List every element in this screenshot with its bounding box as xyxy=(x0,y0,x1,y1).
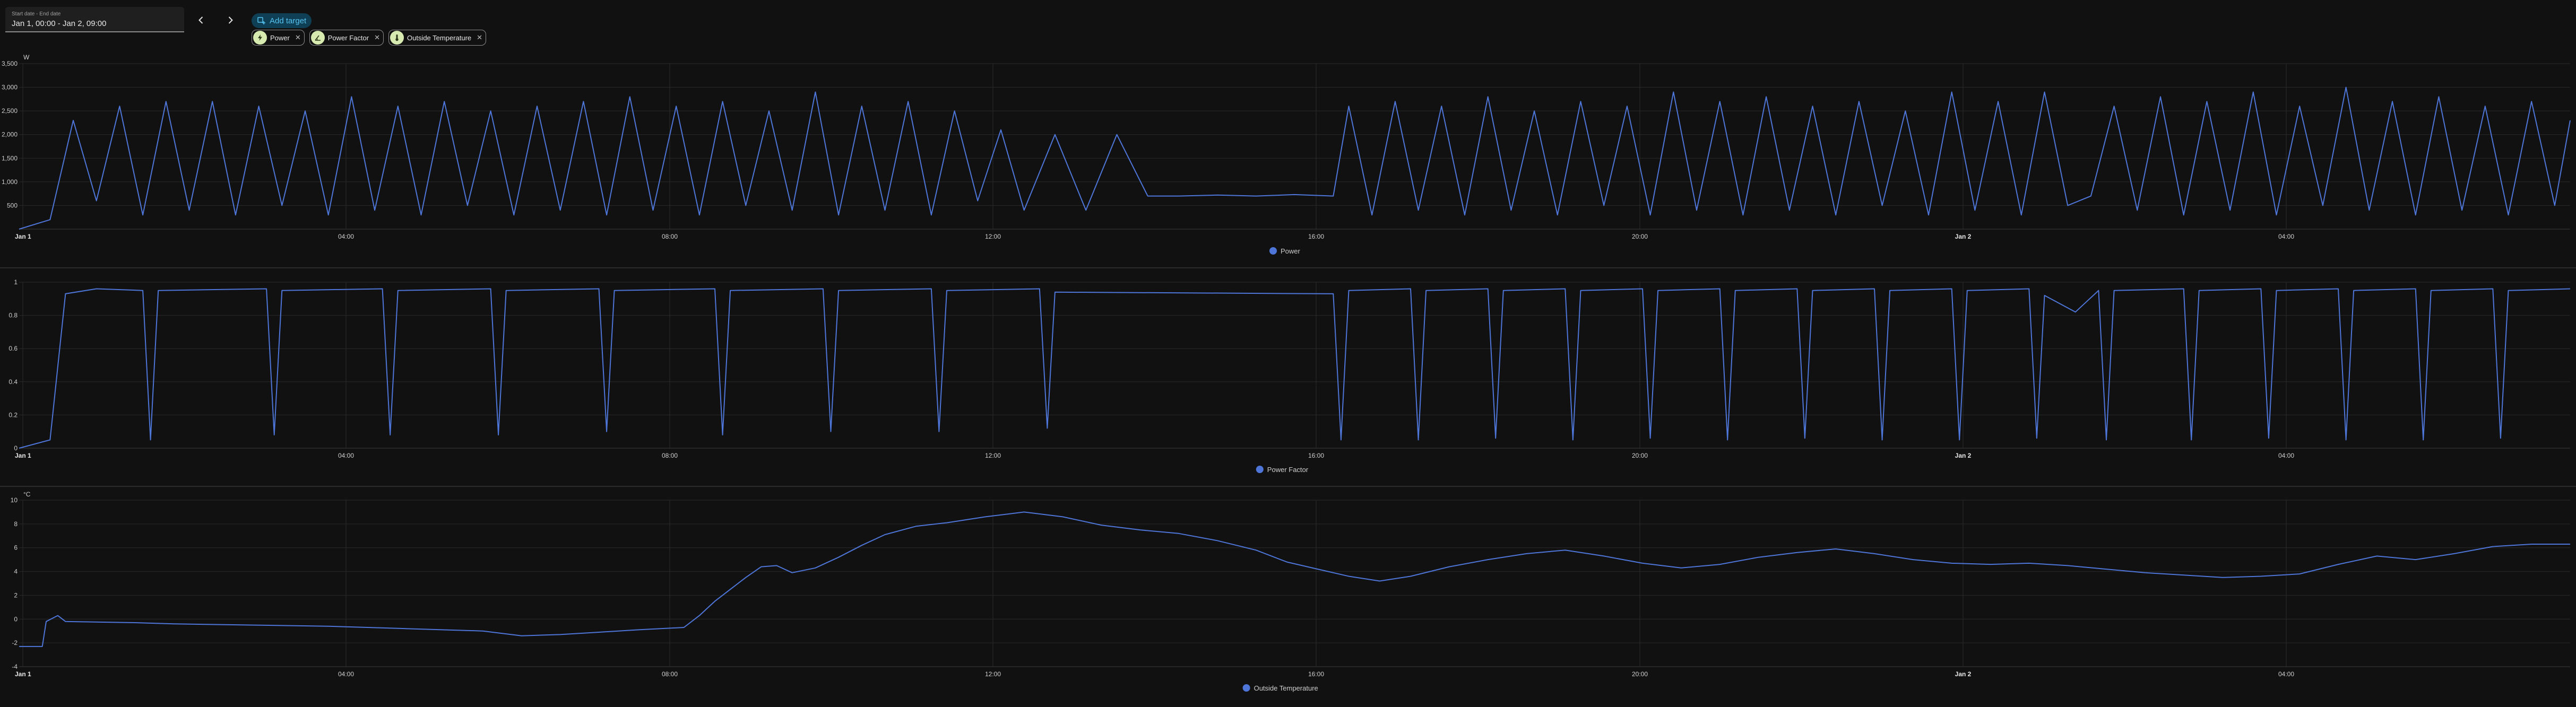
flash-icon xyxy=(253,31,267,45)
chevron-right-icon xyxy=(228,16,233,24)
y-tick-label: -2 xyxy=(12,639,18,647)
legend-swatch xyxy=(1269,247,1277,255)
chart-panel-1: 500 1,000 1,500 2,000 2,500 3,000 3,500 Jan 1 04… xyxy=(0,54,2576,268)
x-tick-label: 04:00 xyxy=(2278,233,2294,240)
x-tick-label: 04:00 xyxy=(338,233,354,240)
y-unit-label: W xyxy=(23,54,30,61)
x-tick-label: Jan 2 xyxy=(1955,233,1972,240)
legend-label: Power xyxy=(1281,247,1301,255)
x-tick-label: 20:00 xyxy=(1632,452,1648,459)
x-tick-label: 20:00 xyxy=(1632,233,1648,240)
x-tick-label: Jan 2 xyxy=(1955,452,1972,459)
x-tick-label: 12:00 xyxy=(985,670,1001,678)
x-tick-label: 04:00 xyxy=(338,452,354,459)
y-tick-label: 1,500 xyxy=(2,154,18,162)
x-tick-label: 04:00 xyxy=(2278,452,2294,459)
y-tick-label: 1,000 xyxy=(2,178,18,186)
previous-period-button[interactable] xyxy=(192,11,211,30)
x-tick-label: 12:00 xyxy=(985,452,1001,459)
y-tick-label: -4 xyxy=(12,663,18,670)
y-tick-label: 10 xyxy=(11,496,18,504)
date-range-value: Jan 1, 00:00 - Jan 2, 09:00 xyxy=(12,19,107,28)
legend-label: Power Factor xyxy=(1267,466,1309,474)
x-tick-label: Jan 1 xyxy=(15,233,31,240)
y-unit-label: °C xyxy=(23,491,31,498)
y-tick-label: 3,500 xyxy=(2,60,18,67)
y-tick-label: 0.8 xyxy=(8,312,18,319)
remove-target-icon[interactable]: ✕ xyxy=(477,33,483,41)
x-tick-label: Jan 1 xyxy=(15,670,31,678)
remove-target-icon[interactable]: ✕ xyxy=(295,33,301,41)
y-tick-label: 500 xyxy=(7,202,18,209)
y-tick-label: 3,000 xyxy=(2,84,18,91)
legend-swatch xyxy=(1242,684,1250,692)
y-tick-label: 0 xyxy=(14,444,18,452)
plus-target-icon xyxy=(257,17,265,24)
series-line-power-factor xyxy=(19,288,2571,449)
y-tick-label: 1 xyxy=(14,278,18,286)
x-tick-label: 08:00 xyxy=(662,233,678,240)
x-tick-label: 20:00 xyxy=(1632,670,1648,678)
target-chip-label: Power Factor xyxy=(327,33,369,42)
y-tick-label: 8 xyxy=(14,520,18,528)
series-line-power xyxy=(19,86,2571,230)
y-tick-label: 0.6 xyxy=(8,345,18,352)
remove-target-icon[interactable]: ✕ xyxy=(374,33,380,41)
date-range-picker[interactable]: Start date - End date Jan 1, 00:00 - Jan… xyxy=(5,7,184,32)
chevron-left-icon xyxy=(198,16,203,24)
y-tick-label: 0.4 xyxy=(8,378,18,386)
x-tick-label: 08:00 xyxy=(662,670,678,678)
x-tick-label: Jan 1 xyxy=(15,452,31,459)
next-period-button[interactable] xyxy=(221,11,240,30)
chart-panel-2: 0 0.2 0.4 0.6 0.8 1 Jan 1 04:00 08:00 12:00 16:00 2… xyxy=(0,278,2576,487)
legend-swatch xyxy=(1256,466,1264,473)
x-tick-label: 04:00 xyxy=(2278,670,2294,678)
thermometer-icon xyxy=(390,31,404,45)
x-tick-label: Jan 2 xyxy=(1955,670,1972,678)
legend-label: Outside Temperature xyxy=(1254,684,1318,692)
y-tick-label: 2 xyxy=(14,591,18,599)
target-chip-label: Power xyxy=(270,33,290,42)
series-line-outside-temperature xyxy=(19,511,2570,647)
x-tick-label: 08:00 xyxy=(662,452,678,459)
y-tick-label: 0 xyxy=(14,615,18,623)
x-tick-label: 16:00 xyxy=(1308,233,1324,240)
y-tick-label: 4 xyxy=(14,568,18,575)
y-tick-label: 0.2 xyxy=(8,411,18,418)
date-range-label: Start date - End date xyxy=(12,11,61,17)
y-tick-label: 6 xyxy=(14,544,18,552)
add-target-button[interactable]: Add target xyxy=(252,13,312,28)
add-target-label: Add target xyxy=(270,16,307,25)
x-tick-label: 04:00 xyxy=(338,670,354,678)
target-chip-label: Outside Temperature xyxy=(407,33,472,42)
y-tick-label: 2,500 xyxy=(2,107,18,115)
target-chip-power-factor[interactable]: Power Factor ✕ xyxy=(309,30,384,46)
angle-acute-icon xyxy=(310,31,325,45)
x-tick-label: 16:00 xyxy=(1308,670,1324,678)
target-chip-power[interactable]: Power ✕ xyxy=(252,30,305,46)
chart-panel-3: -4 -2 0 2 4 6 8 10 Jan 1 04:00 08:00 12:00 16:00 20:0… xyxy=(11,491,2570,692)
target-chip-outside-temperature[interactable]: Outside Temperature ✕ xyxy=(388,30,487,46)
y-tick-label: 2,000 xyxy=(2,131,18,138)
target-chips: Power ✕ Power Factor ✕ Outside Temperatu… xyxy=(252,30,487,46)
x-tick-label: 16:00 xyxy=(1308,452,1324,459)
x-tick-label: 12:00 xyxy=(985,233,1001,240)
